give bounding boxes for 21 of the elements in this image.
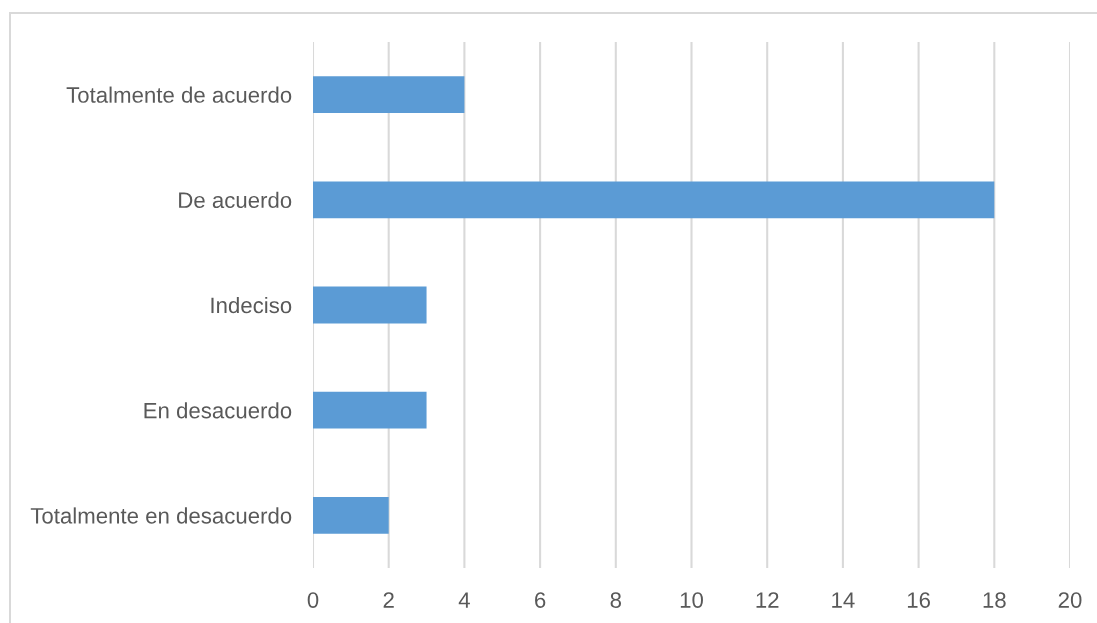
x-tick-label: 20 [1058, 592, 1082, 608]
y-tick-label: Totalmente en desacuerdo [30, 507, 292, 524]
x-tick-label: 10 [680, 592, 703, 608]
bar [313, 286, 427, 324]
x-tick-label: 6 [535, 592, 546, 608]
y-tick-label: Totalmente de acuerdo [66, 86, 292, 103]
bar [313, 181, 995, 219]
bar [313, 76, 465, 114]
y-tick-label: De acuerdo [179, 191, 292, 209]
y-tick-label: En desacuerdo [144, 402, 292, 419]
bar [313, 391, 427, 429]
x-tick-label: 16 [907, 592, 930, 608]
x-tick-label: 0 [307, 592, 319, 608]
y-tick-label: Indeciso [211, 296, 292, 314]
x-tick-label: 14 [832, 592, 855, 608]
x-tick-label: 4 [458, 592, 470, 608]
x-tick-label: 12 [756, 592, 779, 608]
x-tick-label: 8 [610, 592, 622, 608]
x-tick-label: 18 [983, 592, 1006, 608]
x-tick-label: 2 [383, 592, 394, 608]
bar [313, 496, 389, 534]
